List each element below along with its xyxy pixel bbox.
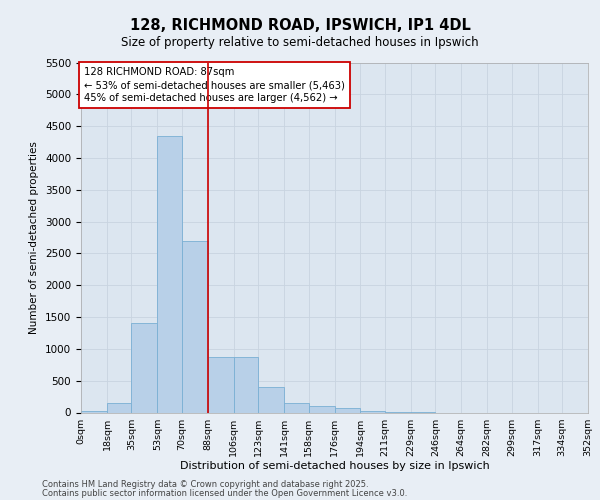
Text: 128 RICHMOND ROAD: 87sqm
← 53% of semi-detached houses are smaller (5,463)
45% o: 128 RICHMOND ROAD: 87sqm ← 53% of semi-d… bbox=[84, 67, 345, 104]
Bar bbox=[208, 357, 233, 412]
Text: 128, RICHMOND ROAD, IPSWICH, IP1 4DL: 128, RICHMOND ROAD, IPSWICH, IP1 4DL bbox=[130, 18, 470, 32]
Bar bbox=[258, 387, 284, 412]
Bar bbox=[107, 403, 131, 412]
Bar bbox=[233, 357, 258, 412]
Bar bbox=[335, 408, 361, 412]
X-axis label: Distribution of semi-detached houses by size in Ipswich: Distribution of semi-detached houses by … bbox=[179, 462, 490, 471]
Bar bbox=[81, 411, 107, 412]
Bar bbox=[361, 411, 385, 412]
Bar bbox=[308, 406, 335, 412]
Text: Contains public sector information licensed under the Open Government Licence v3: Contains public sector information licen… bbox=[42, 488, 407, 498]
Y-axis label: Number of semi-detached properties: Number of semi-detached properties bbox=[29, 141, 40, 334]
Bar bbox=[131, 324, 157, 412]
Bar bbox=[284, 403, 308, 412]
Text: Contains HM Land Registry data © Crown copyright and database right 2025.: Contains HM Land Registry data © Crown c… bbox=[42, 480, 368, 489]
Bar bbox=[182, 240, 208, 412]
Bar bbox=[157, 136, 182, 412]
Text: Size of property relative to semi-detached houses in Ipswich: Size of property relative to semi-detach… bbox=[121, 36, 479, 49]
